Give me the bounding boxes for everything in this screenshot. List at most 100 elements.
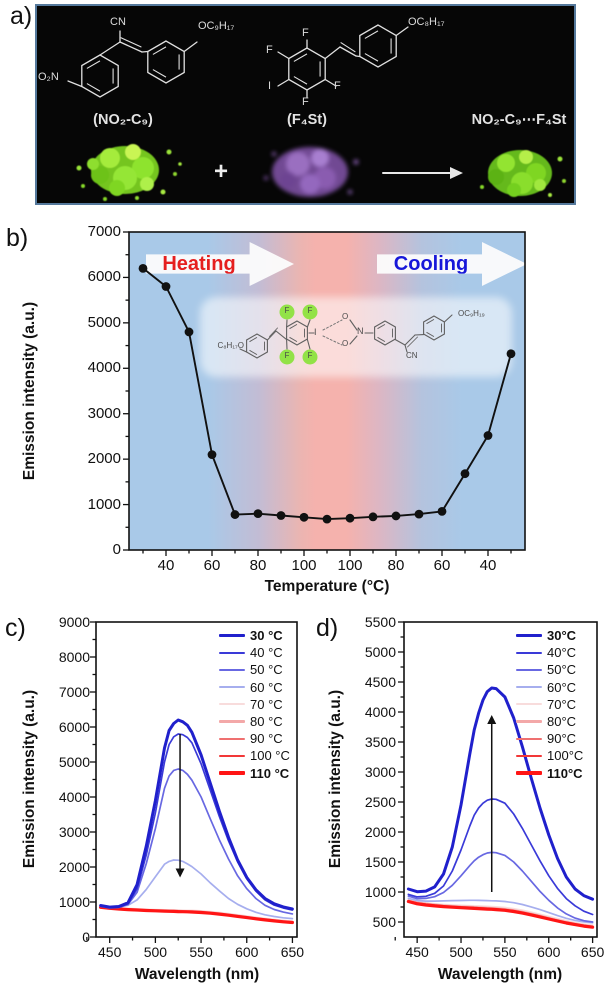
panel-b-y-tick-label: 0 [112,541,121,558]
legend-line-swatch [516,651,542,654]
panel-b-y-tick-label: 2000 [87,450,121,468]
octyloxy-group-label: OC₈H₁₇ [408,16,445,28]
legend-line-swatch [516,754,542,757]
legend-label: 40°C [547,645,577,661]
plus-sign: + [214,158,229,185]
legend-entry-40°C: 40 °C [219,644,290,661]
cyano-group-label: CN [110,16,126,28]
y-tick-label: 500 [372,913,396,930]
panel-b-x-tick-label: 80 [249,557,267,574]
y-tick-label: 2000 [364,823,396,840]
panel-b-x-tick-label: 40 [479,557,497,574]
spectrum-curve-100°C [99,906,294,924]
legend-entry-110°C: 110°C [516,765,583,782]
spectrum-curve-80°C [99,905,294,923]
inset-fluorine-label: F [284,351,290,360]
legend-label: 80 °C [250,714,283,730]
legend-entry-50°C: 50°C [516,661,583,678]
spectrum-curve-70°C [407,898,594,926]
y-tick-label: 2500 [364,793,396,810]
x-tick-label: 650 [280,944,305,960]
inset-fluorine-label: F [307,306,313,315]
legend-line-swatch [516,633,542,638]
legend-entry-80°C: 80°C [516,713,583,730]
y-tick-label: 1500 [364,853,396,870]
panel-b-y-tick-label: 5000 [87,313,121,331]
legend-entry-70°C: 70 °C [219,696,290,713]
legend-line-swatch [219,668,245,672]
panel-b-x-tick-label: 80 [387,557,405,574]
panel-b-x-tick-label: 60 [203,557,221,574]
panel-a-letter: a) [10,2,33,30]
panel-b-x-axis-title: Temperature (°C) [264,578,390,595]
legend-label: 100 °C [250,748,290,764]
spectrum-curve-90°C [407,900,594,928]
legend-line-swatch [219,720,245,723]
legend-entry-90°C: 90 °C [219,730,290,747]
x-tick-label: 650 [580,944,605,960]
fluorine-label: F [302,96,309,108]
x-tick-label: 450 [98,944,122,960]
inset-fluorine-label: F [307,351,313,360]
x-tick-label: 600 [235,944,259,960]
spectrum-curve-110°C [98,905,294,925]
y-tick-label: 6000 [58,718,90,735]
y-tick-label: 4500 [364,673,396,690]
legend-label: 90°C [547,731,577,747]
legend-label: 60 °C [250,679,283,695]
legend-entry-60°C: 60 °C [219,679,290,696]
x-tick-label: 600 [537,944,561,960]
spectrum-curve-50°C [99,768,294,915]
legend-label: 70°C [547,696,577,712]
panel-b-x-tick-label: 100 [337,557,363,574]
x-tick-label: 500 [143,944,168,960]
panel-c-y-axis-title: Emission intensity (a.u.) [21,689,38,869]
panel-c-legend: 30 °C 40 °C 50 °C 60 °C 70 °C 80 °C 90 °C 100 °… [219,627,290,782]
legend-entry-70°C: 70°C [516,696,583,713]
iodine-label: I [268,80,272,92]
inset-iodine-label: I [314,327,317,337]
spectrum-curve-90°C [99,905,294,923]
legend-line-swatch [516,720,542,723]
inset-fluorine-label: F [284,306,290,315]
legend-label: 30 °C [250,628,283,644]
spectrum-curve-60°C [99,859,294,920]
left-molecule-name: (NO₂-C₉) [93,112,153,128]
y-tick-label: 0 [82,928,90,945]
legend-label: 90 °C [250,731,283,747]
panel-c-letter: c) [5,614,26,642]
legend-label: 80°C [547,714,577,730]
legend-entry-80°C: 80 °C [219,713,290,730]
panel-b-x-tick-label: 100 [291,557,317,574]
legend-label: 30°C [547,628,577,644]
panel-b-y-tick-label: 7000 [87,223,121,240]
panel-b-y-axis-title: Emission intensity (a.u.) [21,301,38,481]
panel-b-plot-background [129,232,525,550]
legend-line-swatch [219,737,245,740]
spectrum-curve-80°C [407,899,594,927]
nonyloxy-group-label: OC₉H₁₇ [198,20,235,32]
legend-entry-100°C: 100°C [516,747,583,764]
panel-d-legend: 30°C 40°C 50°C 60°C 70°C 80°C 90°C 100°C 110°C [516,627,583,782]
panel-b-x-tick-label: 60 [433,557,451,574]
legend-label: 40 °C [250,645,283,661]
fluorine-label: F [302,27,309,39]
legend-line-swatch [219,651,245,654]
inset-octyloxy-label: C₈H₁₇O [217,341,244,350]
legend-line-swatch [516,668,542,672]
x-tick-label: 500 [449,944,473,960]
legend-line-swatch [219,633,245,638]
legend-entry-50°C: 50 °C [219,661,290,678]
y-tick-label: 4000 [364,703,396,720]
spectrum-curve-70°C [99,905,294,923]
panel-b-y-tick-label: 4000 [87,359,121,377]
y-tick-label: 3500 [364,733,396,750]
product-name: NO₂-C₉⋯F₄St [471,112,567,128]
panel-b-x-tick-label: 40 [157,557,175,574]
y-tick-label: 5500 [364,613,396,630]
legend-line-swatch [516,703,542,706]
legend-label: 50°C [547,662,577,678]
inset-oxygen-label: O [342,339,349,348]
legend-line-swatch [219,771,245,775]
